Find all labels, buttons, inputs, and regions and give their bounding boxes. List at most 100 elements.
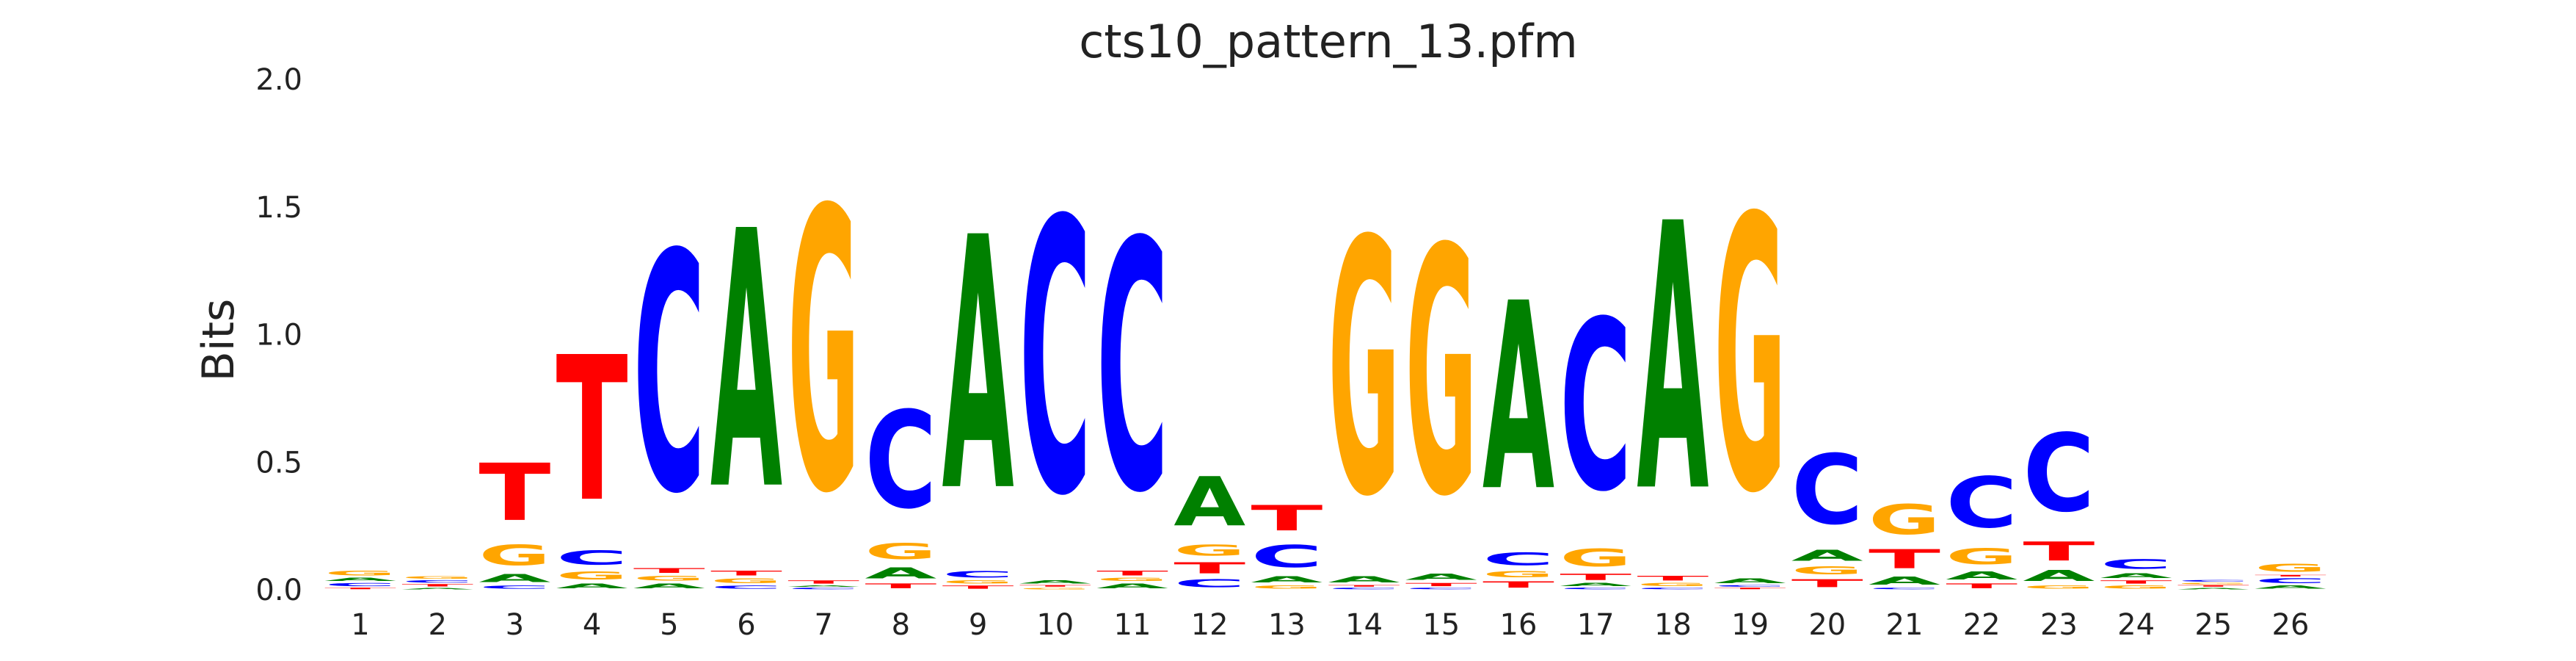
logo-letter-G: G: [1174, 541, 1245, 559]
x-tick-label: 7: [814, 608, 832, 642]
logo-letter-C: C: [865, 383, 936, 539]
logo-letter-T: T: [2100, 579, 2172, 585]
logo-letter-G: G: [942, 579, 1014, 585]
x-tick-label: 22: [1963, 608, 2001, 642]
x-tick-label: 12: [1191, 608, 1229, 642]
logo-letter-T: T: [865, 582, 936, 590]
x-tick-label: 15: [1422, 608, 1460, 642]
logo-letter-T: T: [710, 569, 782, 577]
logo-letter-A: A: [1714, 577, 1787, 585]
y-tick-label: 0.0: [255, 574, 302, 607]
logo-letter-C: C: [324, 582, 396, 588]
logo-letter-C: C: [710, 585, 782, 590]
logo-letter-C: C: [2023, 411, 2095, 536]
logo-letter-G: G: [710, 577, 782, 585]
logo-letter-G: G: [2100, 585, 2172, 590]
logo-letter-C: C: [1019, 142, 1091, 579]
logo-letter-A: A: [1019, 579, 1091, 585]
logo-letter-T: T: [1019, 585, 1091, 587]
logo-letter-G: G: [2255, 562, 2326, 574]
logo-letter-T: T: [1328, 585, 1400, 587]
x-tick-label: 26: [2272, 608, 2310, 642]
logo-letter-C: C: [1714, 585, 1786, 587]
logo-letter-A: A: [865, 565, 936, 582]
x-tick-label: 11: [1114, 608, 1151, 642]
logo-letter-C: C: [942, 569, 1014, 579]
logo-letter-T: T: [1251, 499, 1322, 539]
logo-letter-A: A: [401, 588, 473, 590]
logo-letter-G: G: [1946, 543, 2017, 569]
logo-letter-A: A: [2177, 588, 2249, 590]
logo-letter-G: G: [865, 538, 936, 564]
logo-letter-T: T: [1405, 582, 1477, 588]
logo-letter-T: T: [633, 567, 705, 574]
logo-letter-C: C: [556, 546, 628, 569]
x-tick-label: 5: [660, 608, 678, 642]
logo-letter-C: C: [1560, 272, 1631, 543]
logo-letter-G: G: [1019, 588, 1091, 590]
logo-letter-T: T: [2023, 536, 2095, 567]
logo-letter-T: T: [1637, 574, 1709, 582]
x-tick-label: 13: [1268, 608, 1306, 642]
logo-letter-C: C: [1096, 170, 1168, 568]
chart-title: cts10_pattern_13.pfm: [1079, 15, 1578, 68]
x-tick-label: 2: [428, 608, 446, 642]
logo-letter-T: T: [324, 588, 396, 590]
logo-letter-T: T: [787, 579, 859, 585]
logo-letter-T: T: [942, 585, 1014, 590]
x-tick-label: 3: [506, 608, 524, 642]
y-tick-label: 0.5: [255, 446, 302, 480]
x-tick-label: 24: [2117, 608, 2155, 642]
x-tick-label: 25: [2194, 608, 2232, 642]
logo-letter-T: T: [1946, 582, 2017, 590]
x-tick-label: 14: [1345, 608, 1383, 642]
logo-letter-C: C: [1946, 463, 2017, 544]
logo-letter-C: C: [2255, 577, 2326, 585]
logo-letter-C: C: [1791, 435, 1863, 546]
logo-letter-G: G: [2177, 582, 2249, 585]
y-tick-label: 1.0: [255, 319, 302, 353]
logo-letter-C: C: [1637, 588, 1709, 590]
logo-letter-G: G: [324, 569, 396, 577]
x-tick-label: 6: [737, 608, 755, 642]
logo-letter-C: C: [401, 579, 473, 583]
x-tick-label: 9: [969, 608, 987, 642]
logo-letter-G: G: [1482, 569, 1554, 579]
logo-letter-A: A: [556, 582, 629, 590]
logo-letter-G: G: [1560, 544, 1631, 572]
logo-letter-A: A: [2255, 585, 2326, 590]
logo-letter-A: A: [1560, 582, 1631, 588]
logo-letter-G: G: [1869, 496, 1940, 544]
logo-letter-G: G: [2023, 585, 2095, 590]
y-tick-label: 1.5: [255, 191, 302, 225]
logo-letter-C: C: [1560, 588, 1631, 590]
x-tick-label: 17: [1577, 608, 1615, 642]
x-tick-label: 21: [1886, 608, 1924, 642]
x-tick-label: 18: [1654, 608, 1692, 642]
logo-letter-T: T: [401, 583, 473, 587]
logo-letter-C: C: [2177, 579, 2249, 582]
logo-letter-C: C: [2100, 557, 2172, 572]
logo-letter-T: T: [1096, 569, 1168, 577]
logo-letter-G: G: [401, 576, 473, 579]
x-tick-label: 16: [1500, 608, 1538, 642]
logo-letter-T: T: [479, 447, 550, 538]
logo-letter-G: G: [1328, 166, 1400, 573]
y-axis-label: Bits: [193, 299, 244, 382]
x-tick-label: 20: [1808, 608, 1846, 642]
logo-letter-A: A: [1946, 569, 2017, 582]
logo-letter-A: A: [1174, 463, 1245, 541]
logo-letter-T: T: [556, 315, 628, 546]
logo-letter-A: A: [324, 577, 396, 582]
x-tick-label: 23: [2040, 608, 2078, 642]
logo-letter-A: A: [1869, 574, 1940, 587]
logo-letter-A: A: [2100, 572, 2173, 579]
logo-letter-A: A: [1096, 582, 1169, 590]
logo-letter-G: G: [556, 569, 628, 582]
logo-letter-G: G: [1405, 178, 1477, 571]
logo-letter-G: G: [787, 129, 859, 578]
logo-letter-T: T: [2177, 585, 2249, 587]
logo-letter-G: G: [1791, 564, 1863, 577]
logo-letter-C: C: [633, 185, 705, 566]
